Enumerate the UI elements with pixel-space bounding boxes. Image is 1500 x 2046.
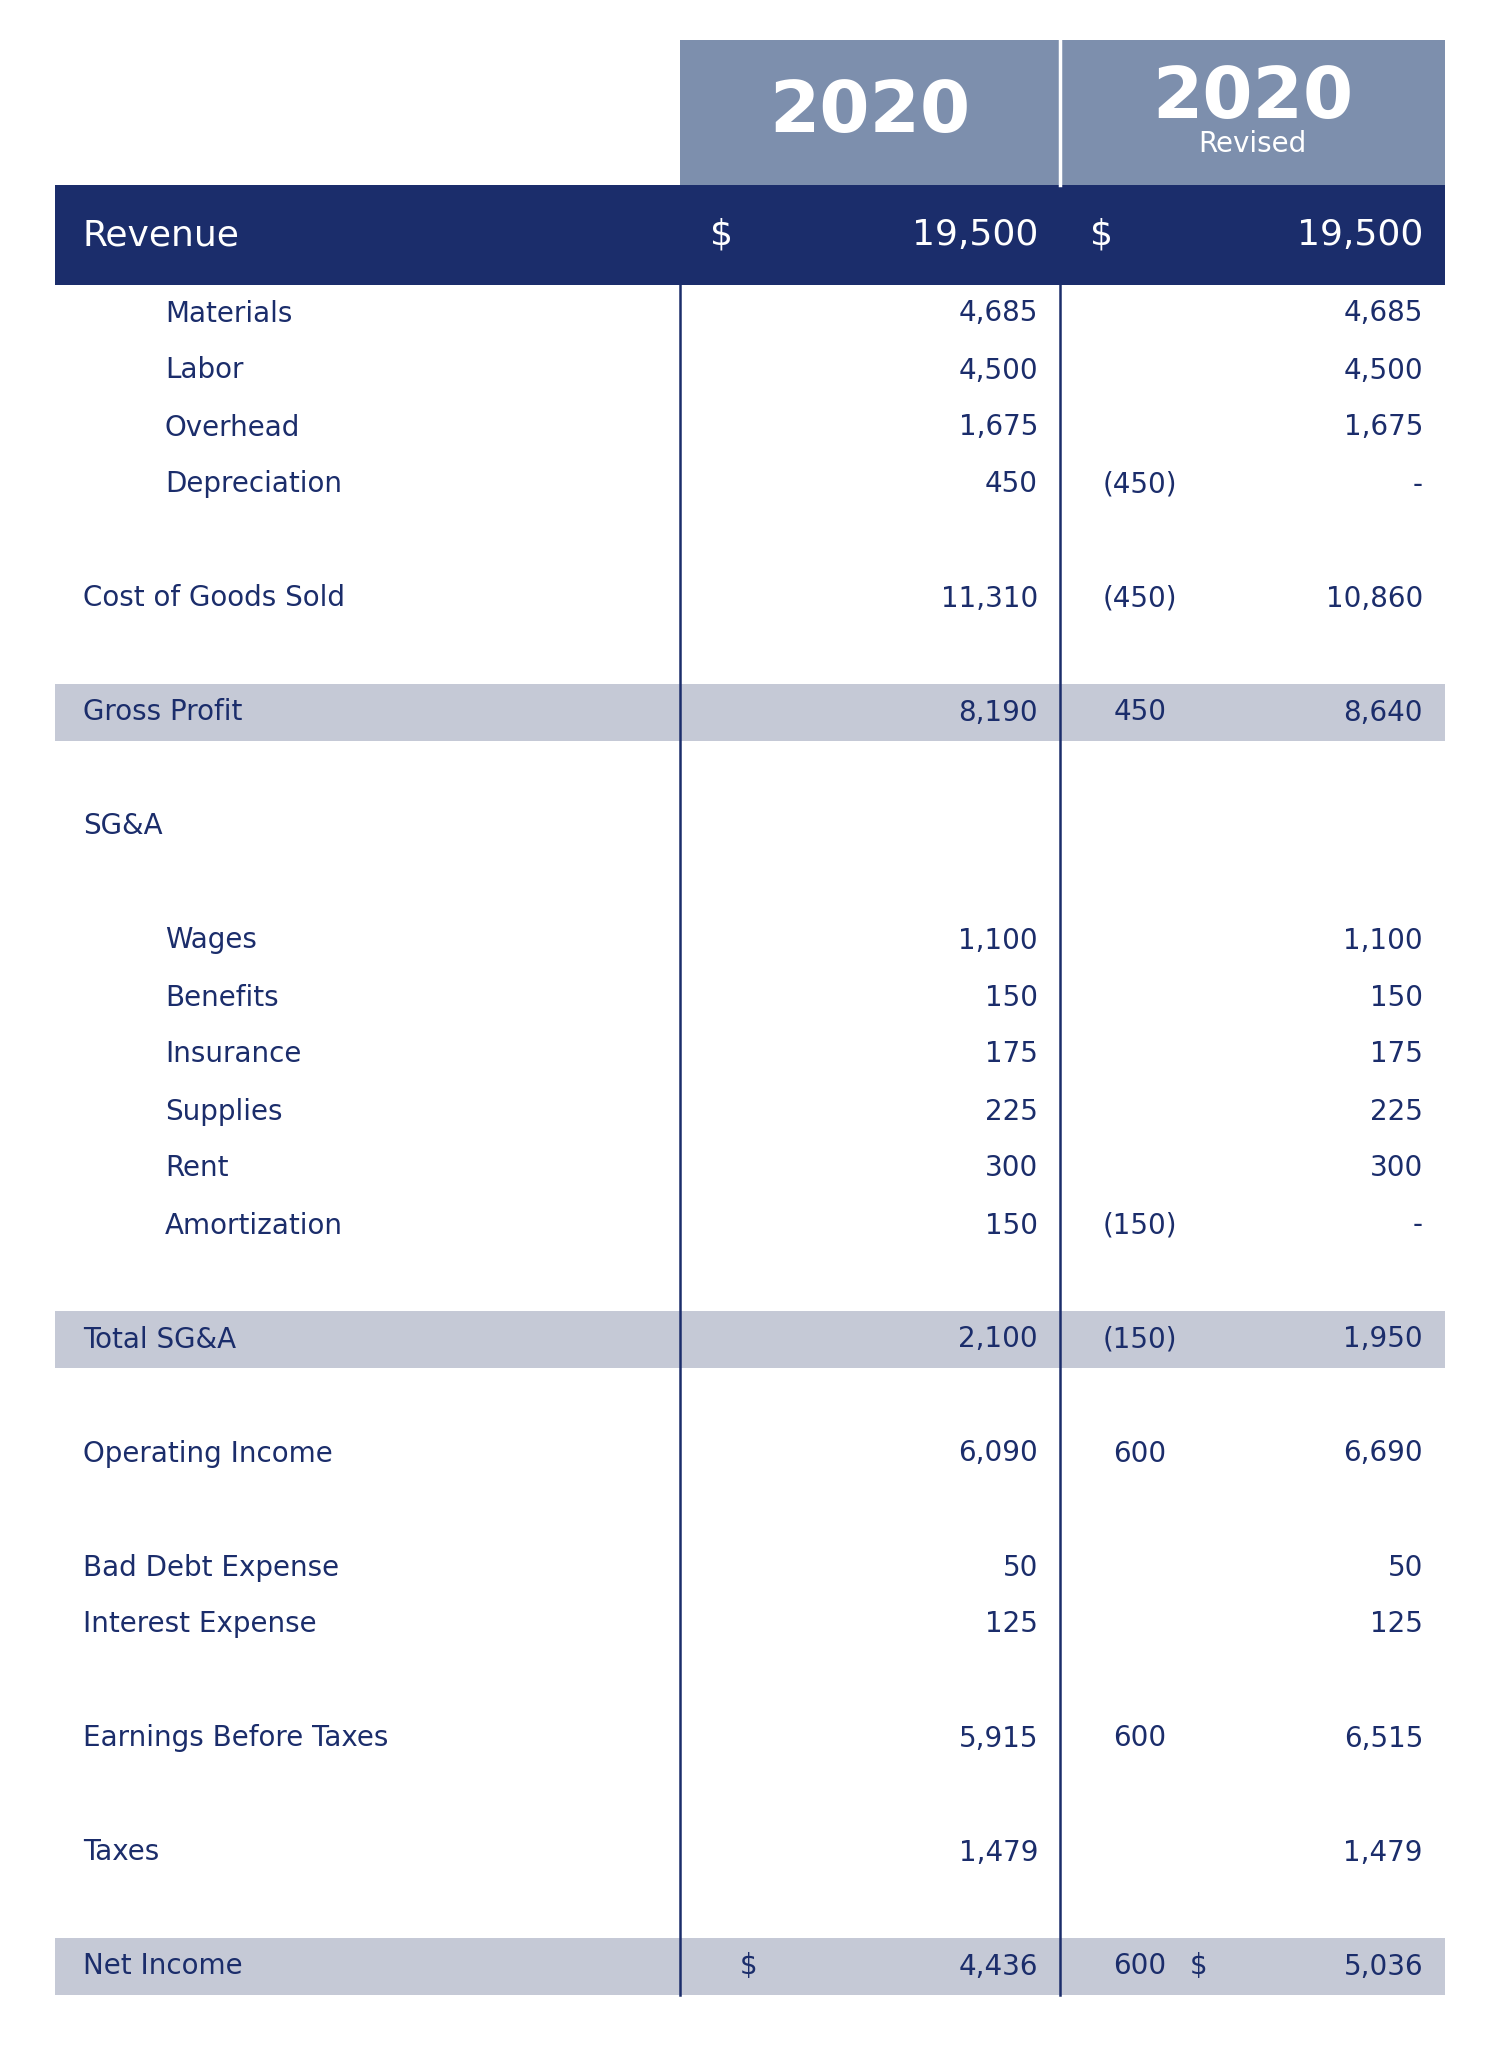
- Text: 2,100: 2,100: [958, 1326, 1038, 1354]
- Text: 300: 300: [984, 1154, 1038, 1183]
- Text: Cost of Goods Sold: Cost of Goods Sold: [82, 585, 345, 612]
- Text: Earnings Before Taxes: Earnings Before Taxes: [82, 1725, 388, 1753]
- Text: 175: 175: [986, 1041, 1038, 1068]
- Text: Operating Income: Operating Income: [82, 1440, 333, 1467]
- Text: Rent: Rent: [165, 1154, 228, 1183]
- Text: Benefits: Benefits: [165, 984, 279, 1011]
- Text: 150: 150: [986, 984, 1038, 1011]
- Text: Net Income: Net Income: [82, 1952, 243, 1981]
- Text: 6,515: 6,515: [1344, 1725, 1424, 1753]
- Text: 150: 150: [986, 1211, 1038, 1240]
- Text: 450: 450: [1113, 698, 1167, 726]
- Text: 2020: 2020: [770, 78, 970, 147]
- Text: 6,690: 6,690: [1344, 1440, 1424, 1467]
- Text: Insurance: Insurance: [165, 1041, 302, 1068]
- Text: SG&A: SG&A: [82, 812, 162, 841]
- Bar: [1060, 41, 1444, 184]
- Text: 19,500: 19,500: [912, 219, 1038, 252]
- Text: Supplies: Supplies: [165, 1097, 282, 1125]
- Bar: [56, 1938, 1444, 1995]
- Text: 1,100: 1,100: [958, 927, 1038, 955]
- Text: 600: 600: [1113, 1725, 1167, 1753]
- Text: 4,685: 4,685: [1344, 299, 1424, 327]
- Text: 50: 50: [1002, 1553, 1038, 1582]
- Text: Labor: Labor: [165, 356, 243, 385]
- Text: $: $: [1190, 1952, 1208, 1981]
- Text: (450): (450): [1102, 471, 1178, 499]
- Text: 175: 175: [1370, 1041, 1423, 1068]
- Text: 4,500: 4,500: [1344, 356, 1424, 385]
- Text: 8,640: 8,640: [1344, 698, 1424, 726]
- Text: 2020: 2020: [1152, 63, 1353, 133]
- Text: 6,090: 6,090: [958, 1440, 1038, 1467]
- Text: 11,310: 11,310: [940, 585, 1038, 612]
- Text: 1,479: 1,479: [1344, 1839, 1424, 1866]
- Text: 8,190: 8,190: [958, 698, 1038, 726]
- Text: Wages: Wages: [165, 927, 256, 955]
- Bar: [56, 683, 1444, 741]
- Text: 1,950: 1,950: [1344, 1326, 1424, 1354]
- Text: (150): (150): [1102, 1326, 1178, 1354]
- Text: 1,100: 1,100: [1344, 927, 1424, 955]
- Bar: [56, 1311, 1444, 1369]
- Text: Revenue: Revenue: [82, 219, 240, 252]
- Text: 150: 150: [1370, 984, 1423, 1011]
- Text: $: $: [710, 219, 734, 252]
- Text: Taxes: Taxes: [82, 1839, 159, 1866]
- Text: 5,915: 5,915: [958, 1725, 1038, 1753]
- Text: Gross Profit: Gross Profit: [82, 698, 243, 726]
- Text: 600: 600: [1113, 1952, 1167, 1981]
- Text: 125: 125: [1370, 1610, 1423, 1639]
- Text: Total SG&A: Total SG&A: [82, 1326, 236, 1354]
- Text: 4,500: 4,500: [958, 356, 1038, 385]
- Text: Bad Debt Expense: Bad Debt Expense: [82, 1553, 339, 1582]
- Text: 4,685: 4,685: [958, 299, 1038, 327]
- Text: $: $: [740, 1952, 758, 1981]
- Text: 4,436: 4,436: [958, 1952, 1038, 1981]
- Text: Amortization: Amortization: [165, 1211, 344, 1240]
- Text: (150): (150): [1102, 1211, 1178, 1240]
- Text: Overhead: Overhead: [165, 413, 300, 442]
- Text: Depreciation: Depreciation: [165, 471, 342, 499]
- Text: 50: 50: [1388, 1553, 1423, 1582]
- Text: -: -: [1413, 471, 1424, 499]
- Bar: [56, 184, 1444, 284]
- Text: 125: 125: [986, 1610, 1038, 1639]
- Text: 10,860: 10,860: [1326, 585, 1424, 612]
- Text: Revised: Revised: [1198, 131, 1306, 158]
- Text: Materials: Materials: [165, 299, 292, 327]
- Text: Interest Expense: Interest Expense: [82, 1610, 316, 1639]
- Text: 300: 300: [1370, 1154, 1423, 1183]
- Text: 19,500: 19,500: [1296, 219, 1424, 252]
- Text: 1,675: 1,675: [1344, 413, 1424, 442]
- Text: 5,036: 5,036: [1344, 1952, 1424, 1981]
- Text: $: $: [1090, 219, 1113, 252]
- Text: 225: 225: [1370, 1097, 1423, 1125]
- Text: 600: 600: [1113, 1440, 1167, 1467]
- Text: 450: 450: [986, 471, 1038, 499]
- Text: 1,675: 1,675: [958, 413, 1038, 442]
- Text: 225: 225: [986, 1097, 1038, 1125]
- Bar: [680, 41, 1060, 184]
- Text: 1,479: 1,479: [958, 1839, 1038, 1866]
- Text: -: -: [1413, 1211, 1424, 1240]
- Text: (450): (450): [1102, 585, 1178, 612]
